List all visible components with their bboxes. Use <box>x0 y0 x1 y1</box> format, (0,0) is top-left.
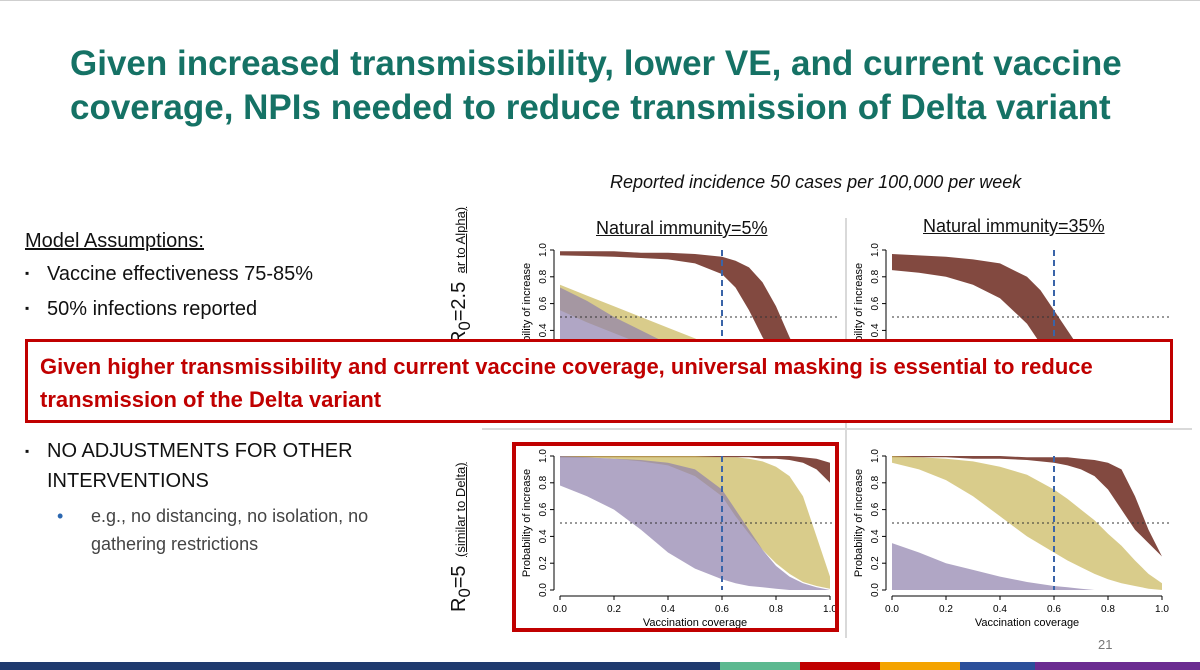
footer-segment <box>880 662 960 670</box>
y-tick-label: 1.0 <box>870 243 881 257</box>
square-bullet-icon: ▪ <box>25 444 30 458</box>
chart-body: 0.0 0.2 0.4 0.6 0.8 1.0 Probability of increas… <box>521 449 840 629</box>
slide-title: Given increased transmissibility, lower … <box>70 44 1122 127</box>
brown-band <box>560 251 792 341</box>
y-tick-label: 1.0 <box>870 449 881 463</box>
purple-band <box>892 543 1162 590</box>
y-tick-label: 0.8 <box>870 269 881 283</box>
y-tick-label: 0.2 <box>870 556 881 570</box>
y-tick-label: 0.8 <box>538 269 549 283</box>
y-tick-label: 0.4 <box>870 323 881 337</box>
y-axis-label: Probability of increase <box>521 469 533 577</box>
assumption-text: NO ADJUSTMENTS FOR OTHER INTERVENTIONS <box>47 440 353 492</box>
x-tick-label: 0.2 <box>939 604 953 615</box>
brown-band <box>560 456 830 483</box>
round-bullet-icon: • <box>57 506 64 526</box>
gold-band <box>560 456 830 589</box>
footer-segment <box>800 662 880 670</box>
x-tick-label: 1.0 <box>1155 604 1169 615</box>
chart-r5-ni35: 0.0 0.2 0.4 0.6 0.8 1.0 Probability of increas… <box>853 449 1172 629</box>
variant-note: ar to Alpha) <box>453 206 468 274</box>
r0-label: R0=5 <box>448 565 474 612</box>
y-tick-label: 0.2 <box>538 556 549 570</box>
footer-segment <box>960 662 1035 670</box>
y-tick-label: 0.4 <box>870 529 881 543</box>
assumption-text: Vaccine effectiveness 75-85% <box>47 263 314 285</box>
chart-body: 0.0 0.2 0.4 0.6 0.8 1.0 Probability of increas… <box>853 449 1172 629</box>
gold-band <box>560 284 701 341</box>
x-axis-label: Vaccination coverage <box>643 617 747 629</box>
y-tick-label: 0.6 <box>870 296 881 310</box>
x-tick-label: 0.0 <box>885 604 899 615</box>
column-head-natural-immunity-35: Natural immunity=35% <box>923 216 1105 236</box>
y-tick-label: 0.8 <box>870 475 881 489</box>
x-axis-label: Vaccination coverage <box>975 617 1079 629</box>
y-tick-label: 0.0 <box>538 583 549 597</box>
x-tick-label: 0.6 <box>715 604 729 615</box>
x-tick-label: 0.4 <box>993 604 1007 615</box>
footer-segment <box>0 662 300 670</box>
assumption-example: • e.g., no distancing, no isolation, no … <box>57 502 407 558</box>
y-tick-label: 0.0 <box>870 583 881 597</box>
x-tick-label: 0.6 <box>1047 604 1061 615</box>
y-tick-label: 0.8 <box>538 475 549 489</box>
y-axis-label: Probability of increase <box>521 263 533 371</box>
footer-segment <box>300 662 720 670</box>
masking-callout: Given higher transmissibility and curren… <box>25 339 1173 423</box>
chart-subtitle: Reported incidence 50 cases per 100,000 … <box>610 172 1022 192</box>
page-number: 21 <box>1098 637 1113 652</box>
purple-band <box>560 287 663 341</box>
column-head-natural-immunity-5: Natural immunity=5% <box>596 218 768 238</box>
y-tick-label: 1.0 <box>538 243 549 257</box>
y-tick-label: 1.0 <box>538 449 549 463</box>
row-label-r0-5: R0=5 (similar to Delta) <box>448 462 475 612</box>
y-axis-label: Probability of increase <box>853 263 865 371</box>
x-tick-label: 0.8 <box>1101 604 1115 615</box>
x-tick-label: 0.0 <box>553 604 567 615</box>
square-bullet-icon: ▪ <box>25 266 30 280</box>
r0-label: R0=2.5 <box>448 281 474 345</box>
assumption-item: ▪ Vaccine effectiveness 75-85% <box>25 263 313 286</box>
chart-r5-ni5: 0.0 0.2 0.4 0.6 0.8 1.0 Probability of increas… <box>521 449 840 629</box>
x-tick-label: 0.2 <box>607 604 621 615</box>
assumptions-heading: Model Assumptions: <box>25 230 204 252</box>
panel-divider-horizontal <box>482 428 1192 430</box>
brown-band <box>892 254 1075 341</box>
assumption-item: ▪ 50% infections reported <box>25 298 257 321</box>
y-tick-label: 0.6 <box>870 502 881 516</box>
y-tick-label: 0.4 <box>538 529 549 543</box>
top-rule <box>0 0 1200 1</box>
square-bullet-icon: ▪ <box>25 301 30 315</box>
variant-note: (similar to Delta) <box>453 462 468 558</box>
assumption-text: 50% infections reported <box>47 298 258 320</box>
y-tick-label: 0.6 <box>538 296 549 310</box>
example-text: e.g., no distancing, no isolation, no ga… <box>91 506 369 554</box>
highlight-box <box>512 442 839 632</box>
y-axis-label: Probability of increase <box>853 469 865 577</box>
footer-segment <box>1035 662 1200 670</box>
y-tick-label: 0.4 <box>538 323 549 337</box>
footer-color-bar <box>0 662 1200 670</box>
x-tick-label: 1.0 <box>823 604 837 615</box>
x-tick-label: 0.8 <box>769 604 783 615</box>
x-tick-label: 0.4 <box>661 604 675 615</box>
y-tick-label: 0.6 <box>538 502 549 516</box>
footer-segment <box>720 662 800 670</box>
assumption-no-adjustments: ▪ NO ADJUSTMENTS FOR OTHER INTERVENTIONS <box>25 436 405 496</box>
row-label-r0-2-5: R0=2.5 ar to Alpha) <box>448 207 475 345</box>
